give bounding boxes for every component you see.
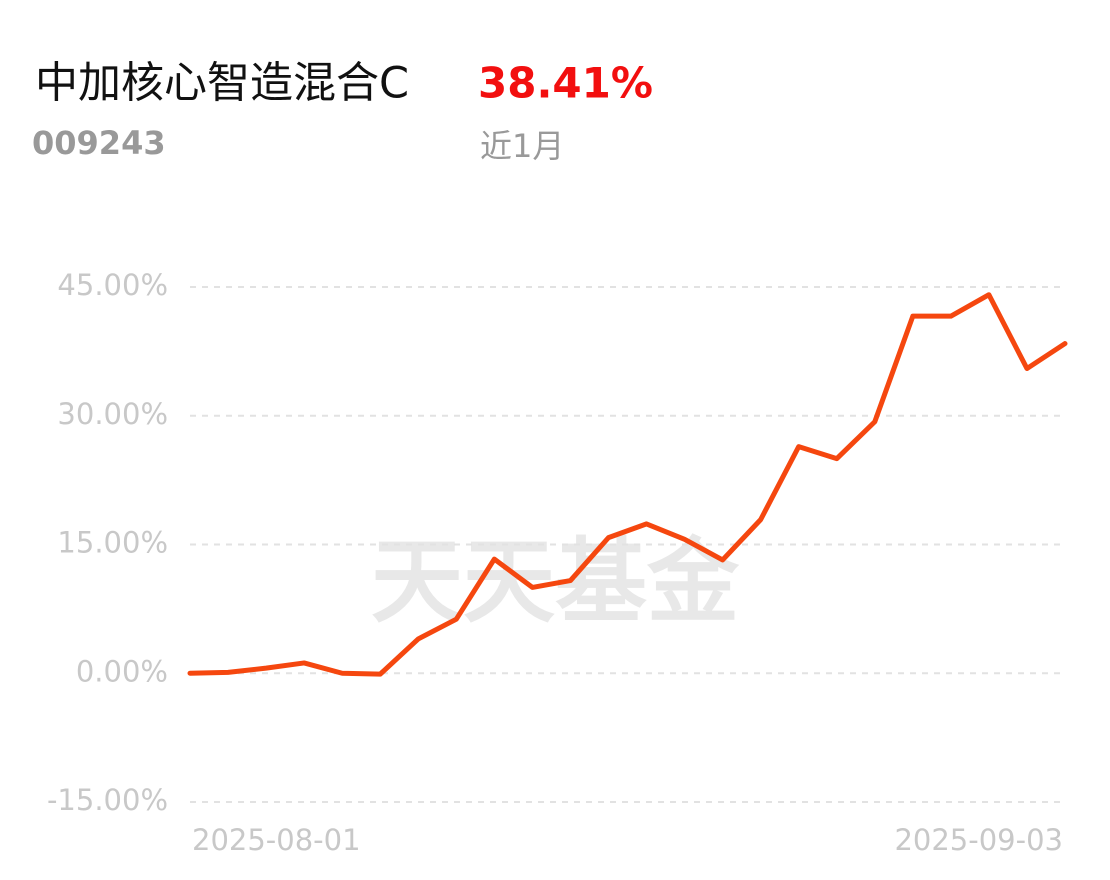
y-tick-label: 0.00%: [76, 654, 168, 688]
fund-name: 中加核心智造混合C: [35, 59, 409, 109]
y-tick-label: 45.00%: [57, 268, 168, 302]
y-tick-label: 30.00%: [57, 397, 168, 431]
x-tick-label: 2025-08-01: [192, 823, 361, 857]
y-tick-label: -15.00%: [47, 783, 168, 817]
y-tick-label: 15.00%: [57, 526, 168, 560]
fund-code: 009243: [32, 124, 166, 162]
period: 近1月: [480, 127, 564, 165]
x-tick-label: 2025-09-03: [894, 823, 1063, 857]
return-value: 38.41%: [478, 59, 653, 108]
line: [187, 292, 1068, 677]
